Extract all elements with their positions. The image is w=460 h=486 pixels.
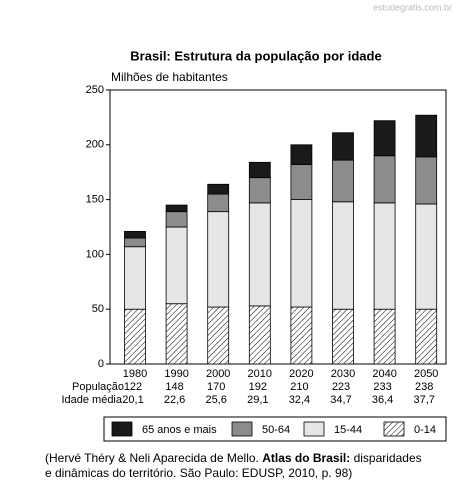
table-cell: 34,7	[330, 394, 351, 406]
table-cell: 192	[249, 381, 267, 393]
y-axis-label: Milhões de habitantes	[111, 70, 228, 84]
bar-segment	[373, 308, 396, 365]
source-part: (Hervé Théry & Neli Aparecida de Mello.	[45, 451, 262, 465]
x-tick-label: 2050	[414, 368, 438, 380]
legend-label: 65 anos e mais	[142, 424, 217, 436]
bar-segment	[290, 199, 313, 308]
bar-segment	[124, 237, 146, 248]
bar-segment	[290, 306, 313, 365]
table-cell: 170	[207, 381, 225, 393]
x-tick-label: 2020	[289, 368, 313, 380]
x-tick-label: 1990	[164, 368, 188, 380]
table-cell: 20,1	[122, 394, 143, 406]
x-tick-label: 2030	[331, 368, 355, 380]
bar-segment	[415, 114, 438, 158]
table-cell: 29,1	[247, 394, 268, 406]
plot-frame	[109, 89, 447, 365]
bar-segment	[165, 204, 188, 213]
watermark: estudegratis.com.br	[373, 2, 452, 12]
bar-segment	[165, 226, 188, 305]
table-row-label: Idade média	[61, 394, 122, 406]
y-tick-label: 50	[92, 303, 104, 315]
bar-segment	[373, 155, 396, 204]
legend-label: 50-64	[262, 424, 290, 436]
bar-segment	[207, 193, 230, 213]
table-cell: 25,6	[205, 394, 226, 406]
legend-swatch	[383, 421, 405, 437]
table-cell: 122	[124, 381, 142, 393]
legend-label: 15-44	[334, 424, 362, 436]
y-tick-label: 100	[86, 248, 104, 260]
bar-segment	[332, 132, 354, 161]
bar-segment	[248, 202, 271, 307]
bar-segment	[207, 211, 230, 308]
x-tick-label: 1980	[123, 368, 147, 380]
legend-label: 0-14	[414, 424, 436, 436]
bar-segment	[124, 308, 146, 365]
bar-segment	[124, 246, 146, 310]
table-cell: 22,6	[164, 394, 185, 406]
bar-segment	[373, 120, 396, 157]
y-tick-label: 250	[86, 84, 104, 96]
source-note: (Hervé Théry & Neli Aparecida de Mello. …	[45, 451, 422, 465]
chart-title: Brasil: Estrutura da população por idade	[130, 48, 381, 63]
bar-segment	[332, 201, 354, 310]
y-tick-label: 200	[86, 139, 104, 151]
table-cell: 37,7	[413, 394, 434, 406]
bar-segment	[415, 203, 438, 310]
bar-segment	[290, 164, 313, 200]
legend-swatch	[231, 421, 253, 437]
bar-segment	[373, 202, 396, 310]
x-tick-label: 2010	[248, 368, 272, 380]
bar-segment	[332, 308, 354, 365]
bar-segment	[332, 159, 354, 203]
bar-segment	[290, 144, 313, 165]
legend-box	[103, 416, 447, 442]
bar-segment	[248, 177, 271, 204]
table-cell: 36,4	[372, 394, 393, 406]
source-part: disparidades	[350, 451, 421, 465]
x-tick-label: 2040	[372, 368, 396, 380]
table-cell: 223	[332, 381, 350, 393]
source-part: Atlas do Brasil:	[262, 451, 350, 465]
bar-segment	[207, 306, 230, 365]
bar-segment	[415, 156, 438, 205]
table-cell: 238	[415, 381, 433, 393]
source-note: e dinâmicas do território. São Paulo: ED…	[45, 466, 352, 480]
bar-segment	[207, 183, 230, 195]
table-cell: 148	[165, 381, 183, 393]
legend-swatch	[111, 421, 133, 437]
y-tick-label: 150	[86, 194, 104, 206]
x-tick-label: 2000	[206, 368, 230, 380]
bar-segment	[165, 211, 188, 228]
table-cell: 32,4	[289, 394, 310, 406]
legend-swatch	[303, 421, 325, 437]
bar-segment	[248, 305, 271, 365]
bar-segment	[124, 230, 146, 239]
table-cell: 233	[373, 381, 391, 393]
table-row-label: População	[72, 381, 124, 393]
bar-segment	[165, 303, 188, 365]
y-tick-label: 0	[98, 358, 104, 370]
table-cell: 210	[290, 381, 308, 393]
bar-segment	[248, 161, 271, 179]
bar-segment	[415, 308, 438, 365]
source-part: e dinâmicas do território. São Paulo: ED…	[45, 466, 352, 480]
